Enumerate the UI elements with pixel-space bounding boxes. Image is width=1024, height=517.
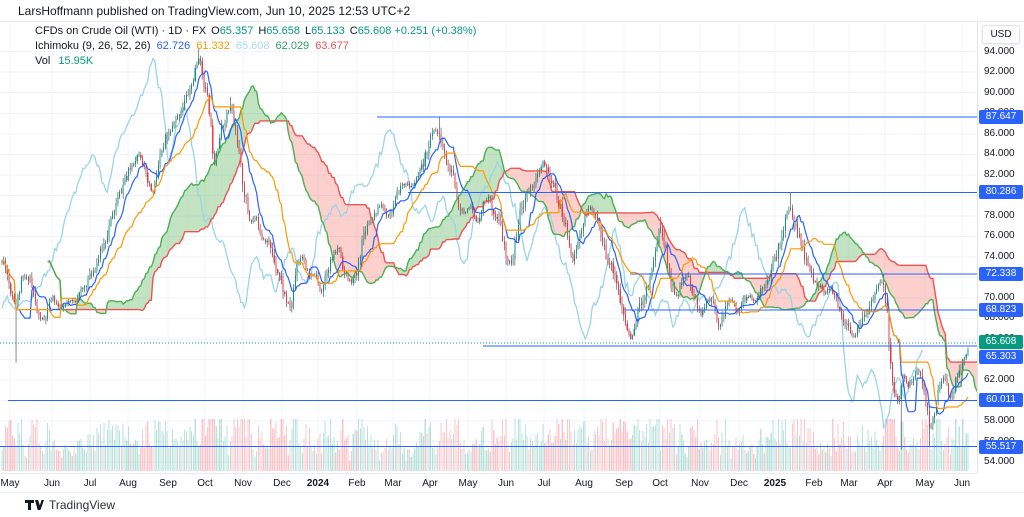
ichimoku-value: 63.677 [315,40,349,52]
grid-lines [0,22,977,472]
y-axis-tick: 54.000 [984,456,1015,467]
x-axis-tick: Feb [796,478,832,489]
ray-price-label: 60.011 [979,393,1023,407]
x-axis-tick: Oct [187,478,223,489]
x-axis-tick: Jul [72,478,108,489]
y-axis-tick: 84.000 [984,148,1015,159]
x-axis-tick: May [450,478,486,489]
y-axis-tick: 92.000 [984,66,1015,77]
y-axis-tick: 82.000 [984,169,1015,180]
ichimoku-value: 62.726 [157,40,191,52]
price-change: +0.251 (+0.38%) [394,25,476,37]
footer-bar: TradingView [0,492,1024,517]
x-axis-tick: Jun [34,478,70,489]
x-axis-tick: Jul [526,478,562,489]
x-axis-tick: Apr [867,478,903,489]
y-axis-tick: 74.000 [984,251,1015,262]
x-axis-tick: Aug [566,478,602,489]
publisher-bar: LarsHoffmann published on TradingView.co… [0,0,1024,22]
x-axis-tick: Jun [944,478,980,489]
x-axis-tick: May [0,478,28,489]
symbol-title: CFDs on Crude Oil (WTI) · 1D · FX [35,25,206,37]
tradingview-logo[interactable]: TradingView [25,498,115,512]
ray-price-label: 80.286 [979,185,1023,199]
x-axis-tick: Dec [721,478,757,489]
x-axis-tick: Sep [606,478,642,489]
x-axis-tick: 2024 [300,478,336,489]
ichimoku-value: 61.332 [196,40,230,52]
ichimoku-label: Ichimoku (9, 26, 52, 26) [35,40,151,52]
kijun-line [2,96,968,409]
x-axis-tick: Jun [488,478,524,489]
ichimoku-value: 62.029 [276,40,310,52]
y-axis-tick: 70.000 [984,292,1015,303]
x-axis-tick: Mar [375,478,411,489]
ohlc-value: 65.357 [220,25,254,37]
ohlc-value: 65.133 [311,25,345,37]
y-axis-tick: 90.000 [984,87,1015,98]
ohlc-key: O [211,25,220,37]
x-axis-tick: Aug [110,478,146,489]
ray-price-label: 55.517 [979,440,1023,454]
x-axis-tick: 2025 [757,478,793,489]
x-axis-tick: Dec [264,478,300,489]
x-axis-tick: Nov [225,478,261,489]
x-axis-tick: Feb [339,478,375,489]
y-axis-tick: 78.000 [984,210,1015,221]
ohlc-value: 65.608 [358,25,392,37]
publisher-text: LarsHoffmann published on TradingView.co… [18,4,410,18]
ohlc-value: 65.658 [266,25,300,37]
chikou-span-line [2,59,922,428]
y-axis-tick: 86.000 [984,128,1015,139]
legend-volume-row[interactable]: Vol 15.95K [35,56,476,67]
tradingview-logo-icon [25,499,44,511]
chart-legend: CFDs on Crude Oil (WTI) · 1D · FX O65.357… [35,26,476,71]
x-axis-tick: Mar [831,478,867,489]
currency-toggle-button[interactable]: USD [982,25,1020,44]
x-axis-tick: Sep [150,478,186,489]
y-axis-tick: 94.000 [984,46,1015,57]
legend-symbol-row[interactable]: CFDs on Crude Oil (WTI) · 1D · FX O65.357… [35,26,476,37]
ichimoku-value: 65.608 [236,40,270,52]
x-axis-tick: May [907,478,943,489]
x-axis-tick: Oct [642,478,678,489]
y-axis-tick: 76.000 [984,230,1015,241]
ohlc-key: C [350,25,358,37]
ray-price-label: 72.338 [979,267,1023,281]
brand-text: TradingView [49,498,115,512]
senkou-a-line [48,86,1007,411]
volume-value: 15.95K [58,55,93,67]
candlestick-wicks [2,48,968,450]
volume-bars [1,419,968,471]
y-axis-tick: 58.000 [984,415,1015,426]
ray-price-label: 65.303 [979,350,1023,364]
x-axis-tick: Apr [412,478,448,489]
legend-ichimoku-row[interactable]: Ichimoku (9, 26, 52, 26) 62.726 61.332 65.6… [35,41,476,52]
ray-price-label: 68.823 [979,303,1023,317]
x-axis-tick: Nov [682,478,718,489]
ray-price-label: 87.647 [979,110,1023,124]
volume-label: Vol [35,55,50,67]
y-axis-tick: 62.000 [984,374,1015,385]
current-price-label: 65.608 [979,335,1023,349]
